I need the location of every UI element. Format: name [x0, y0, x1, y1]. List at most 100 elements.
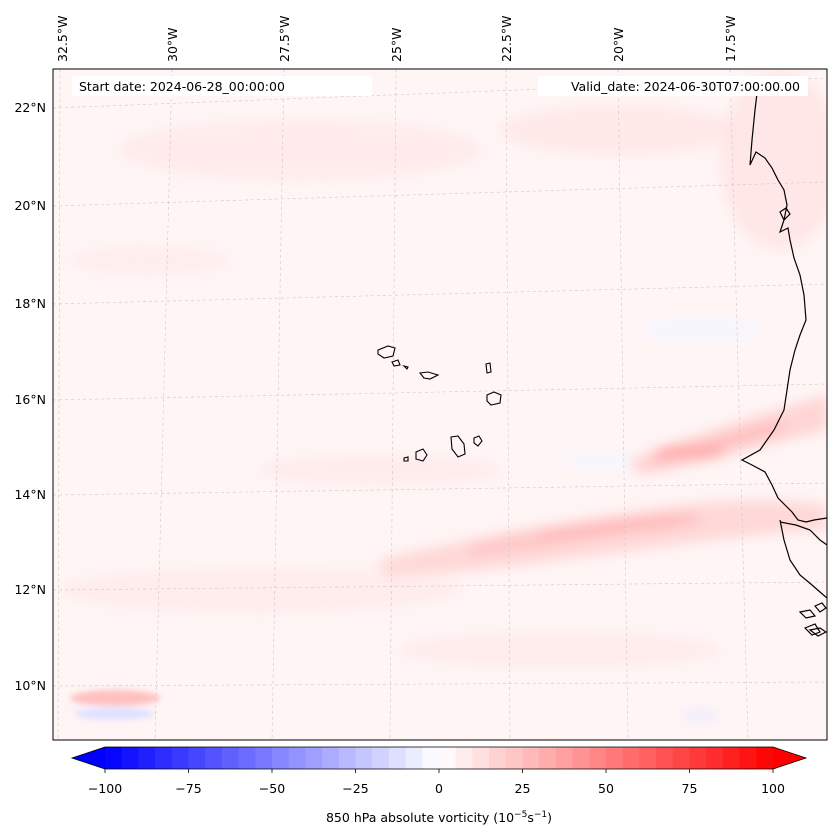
- graticule: [53, 69, 827, 740]
- colorbar-cell: [706, 747, 724, 769]
- island-sao-vicente: [391, 359, 401, 367]
- lon-label: 27.5°W: [277, 16, 292, 62]
- lon-label: 30°W: [165, 27, 180, 62]
- bijagos-islet-2: [803, 623, 821, 636]
- colorbar-cell: [622, 747, 640, 769]
- island-santiago: [450, 435, 466, 458]
- colorbar-tick-label: 0: [435, 781, 443, 796]
- field-patches: [60, 70, 827, 720]
- lon-label: 22.5°W: [499, 16, 514, 62]
- island-sal: [485, 362, 492, 374]
- colorbar-cell: [689, 747, 707, 769]
- island-fogo: [415, 448, 428, 462]
- colorbar-tick-label: −50: [259, 781, 285, 796]
- island-maio: [473, 435, 483, 447]
- colorbar-min-extend: [72, 747, 105, 769]
- field-background: [53, 69, 827, 740]
- colorbar: −100 −75 −50 −25 0 25 50 75 100 850 hPa …: [70, 746, 808, 825]
- lon-label: 20°W: [611, 27, 626, 62]
- africa-coastline: [740, 84, 827, 637]
- longitude-labels: 32.5°W 30°W 27.5°W 25°W 22.5°W 20°W 17.5…: [55, 16, 738, 62]
- colorbar-cell: [405, 747, 423, 769]
- coast-islet: [779, 207, 791, 222]
- island-boa-vista: [486, 391, 502, 406]
- colorbar-cell: [422, 747, 440, 769]
- cape-verde-islands: [377, 345, 502, 462]
- colorbar-cell: [522, 747, 540, 769]
- colorbar-cell: [238, 747, 256, 769]
- colorbar-ticks: [104, 769, 774, 773]
- lat-label: 10°N: [14, 678, 46, 693]
- lon-label: 25°W: [389, 27, 404, 62]
- colorbar-cell: [205, 747, 223, 769]
- colorbar-cell: [372, 747, 390, 769]
- colorbar-cell: [505, 747, 523, 769]
- colorbar-tick-label: 100: [761, 781, 785, 796]
- island-sao-nicolau: [418, 371, 440, 380]
- lat-label: 22°N: [14, 100, 46, 115]
- lon-label: 17.5°W: [723, 16, 738, 62]
- lon-label: 32.5°W: [55, 16, 70, 62]
- colorbar-cell: [121, 747, 139, 769]
- colorbar-tick-label: −75: [175, 781, 201, 796]
- lat-label: 20°N: [14, 198, 46, 213]
- southern-vorticity-band: [380, 500, 827, 576]
- bijagos-islet-1: [798, 609, 817, 619]
- colorbar-cell: [656, 747, 674, 769]
- island-brava: [403, 456, 409, 462]
- colorbar-cell: [322, 747, 340, 769]
- colorbar-cell: [672, 747, 690, 769]
- colorbar-cells: [105, 747, 774, 769]
- colorbar-label: 850 hPa absolute vorticity (10−5s−1): [326, 810, 552, 825]
- colorbar-tick-label: 25: [515, 781, 531, 796]
- bijagos-islet-4: [808, 627, 827, 637]
- colorbar-cell: [388, 747, 407, 769]
- lat-label: 12°N: [14, 582, 46, 597]
- colorbar-cell: [355, 747, 373, 769]
- colorbar-cell: [439, 747, 457, 769]
- start-date-box: [72, 76, 372, 96]
- colorbar-cell: [272, 747, 290, 769]
- colorbar-tick-label: 50: [598, 781, 614, 796]
- colorbar-cell: [756, 747, 774, 769]
- colorbar-cell: [555, 747, 574, 769]
- colorbar-cell: [105, 747, 123, 769]
- colorbar-cell: [188, 747, 206, 769]
- colorbar-tick-label: −25: [342, 781, 368, 796]
- colorbar-cell: [572, 747, 590, 769]
- bijagos-islet-3: [814, 602, 827, 613]
- colorbar-cell: [155, 747, 173, 769]
- latitude-labels: 22°N 20°N 18°N 16°N 14°N 12°N 10°N: [14, 100, 46, 693]
- lat-label: 16°N: [14, 392, 46, 407]
- island-santa-luzia: [402, 364, 409, 370]
- colorbar-cell: [255, 747, 273, 769]
- colorbar-cell: [472, 747, 490, 769]
- valid-date-box: [538, 76, 808, 96]
- colorbar-tick-label: 75: [682, 781, 698, 796]
- colorbar-cell: [305, 747, 323, 769]
- colorbar-cell: [171, 747, 189, 769]
- colorbar-cell: [288, 747, 306, 769]
- colorbar-tick-labels: −100 −75 −50 −25 0 25 50 75 100: [88, 781, 785, 796]
- island-santo-antao: [377, 345, 396, 359]
- colorbar-cell: [455, 747, 473, 769]
- colorbar-tick-label: −100: [88, 781, 122, 796]
- colorbar-max-extend: [773, 747, 806, 769]
- colorbar-cell: [606, 747, 624, 769]
- colorbar-cell: [639, 747, 657, 769]
- colorbar-cell: [221, 747, 240, 769]
- colorbar-cell: [338, 747, 356, 769]
- valid-date-label: Valid_date: 2024-06-30T07:00:00.00: [571, 79, 800, 94]
- start-date-label: Start date: 2024-06-28_00:00:00: [79, 79, 285, 94]
- sw-corner-feature: [70, 690, 160, 719]
- colorbar-cell: [138, 747, 156, 769]
- colorbar-cell: [739, 747, 757, 769]
- vorticity-field: [53, 69, 827, 740]
- colorbar-cell: [539, 747, 557, 769]
- lat-label: 18°N: [14, 296, 46, 311]
- colorbar-cell: [722, 747, 741, 769]
- colorbar-cell: [589, 747, 607, 769]
- map-frame: [52, 68, 828, 741]
- northern-vorticity-band: [630, 395, 827, 475]
